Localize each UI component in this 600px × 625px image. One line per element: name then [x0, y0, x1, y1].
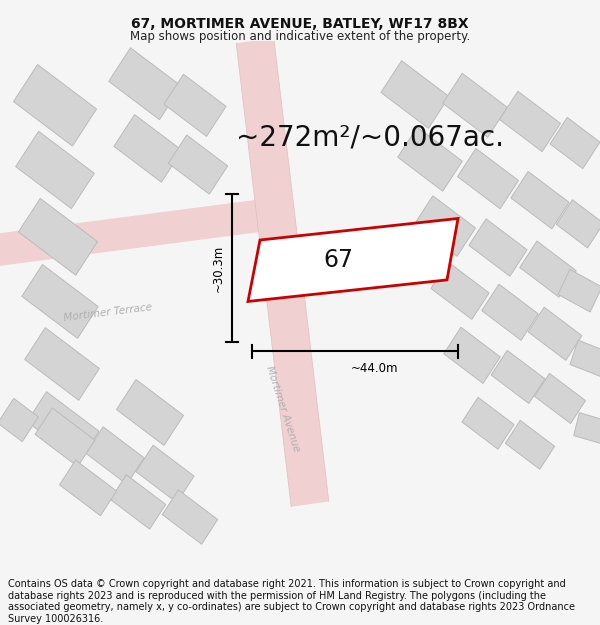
- Polygon shape: [164, 74, 226, 136]
- Polygon shape: [27, 392, 99, 461]
- Text: Mortimer Avenue: Mortimer Avenue: [265, 365, 302, 454]
- Text: Contains OS data © Crown copyright and database right 2021. This information is : Contains OS data © Crown copyright and d…: [8, 579, 575, 624]
- Polygon shape: [398, 127, 462, 191]
- Polygon shape: [163, 490, 218, 544]
- Polygon shape: [462, 398, 514, 449]
- Polygon shape: [556, 200, 600, 248]
- Polygon shape: [136, 445, 194, 503]
- Polygon shape: [19, 198, 98, 275]
- Polygon shape: [431, 262, 489, 319]
- Polygon shape: [491, 351, 545, 404]
- Polygon shape: [110, 475, 166, 529]
- Polygon shape: [22, 264, 98, 338]
- Polygon shape: [109, 48, 181, 119]
- Polygon shape: [16, 131, 94, 209]
- Polygon shape: [469, 219, 527, 276]
- Text: ~44.0m: ~44.0m: [351, 362, 399, 375]
- Polygon shape: [444, 328, 500, 383]
- Polygon shape: [13, 64, 97, 146]
- Polygon shape: [482, 284, 538, 340]
- Polygon shape: [574, 412, 600, 444]
- Polygon shape: [248, 219, 458, 301]
- Polygon shape: [570, 340, 600, 377]
- Polygon shape: [500, 91, 560, 152]
- Polygon shape: [59, 460, 116, 516]
- Text: ~30.3m: ~30.3m: [212, 244, 224, 292]
- Polygon shape: [443, 73, 507, 138]
- Polygon shape: [505, 421, 554, 469]
- Polygon shape: [116, 379, 184, 446]
- Text: ~272m²/~0.067ac.: ~272m²/~0.067ac.: [236, 124, 504, 152]
- Polygon shape: [236, 38, 329, 507]
- Polygon shape: [458, 148, 518, 209]
- Polygon shape: [86, 427, 144, 484]
- Polygon shape: [25, 328, 100, 400]
- Polygon shape: [511, 171, 569, 229]
- Polygon shape: [528, 308, 582, 361]
- Polygon shape: [520, 241, 576, 298]
- Text: Map shows position and indicative extent of the property.: Map shows position and indicative extent…: [130, 30, 470, 43]
- Text: Mortimer Terrace: Mortimer Terrace: [63, 302, 153, 322]
- Polygon shape: [381, 61, 449, 128]
- Text: 67, MORTIMER AVENUE, BATLEY, WF17 8BX: 67, MORTIMER AVENUE, BATLEY, WF17 8BX: [131, 18, 469, 31]
- Text: 67: 67: [323, 248, 353, 272]
- Polygon shape: [169, 135, 227, 194]
- Polygon shape: [35, 408, 95, 467]
- Polygon shape: [415, 196, 475, 256]
- Polygon shape: [0, 398, 38, 442]
- Polygon shape: [0, 197, 282, 267]
- Polygon shape: [558, 269, 600, 312]
- Polygon shape: [550, 118, 600, 169]
- Polygon shape: [114, 114, 182, 182]
- Polygon shape: [535, 373, 586, 424]
